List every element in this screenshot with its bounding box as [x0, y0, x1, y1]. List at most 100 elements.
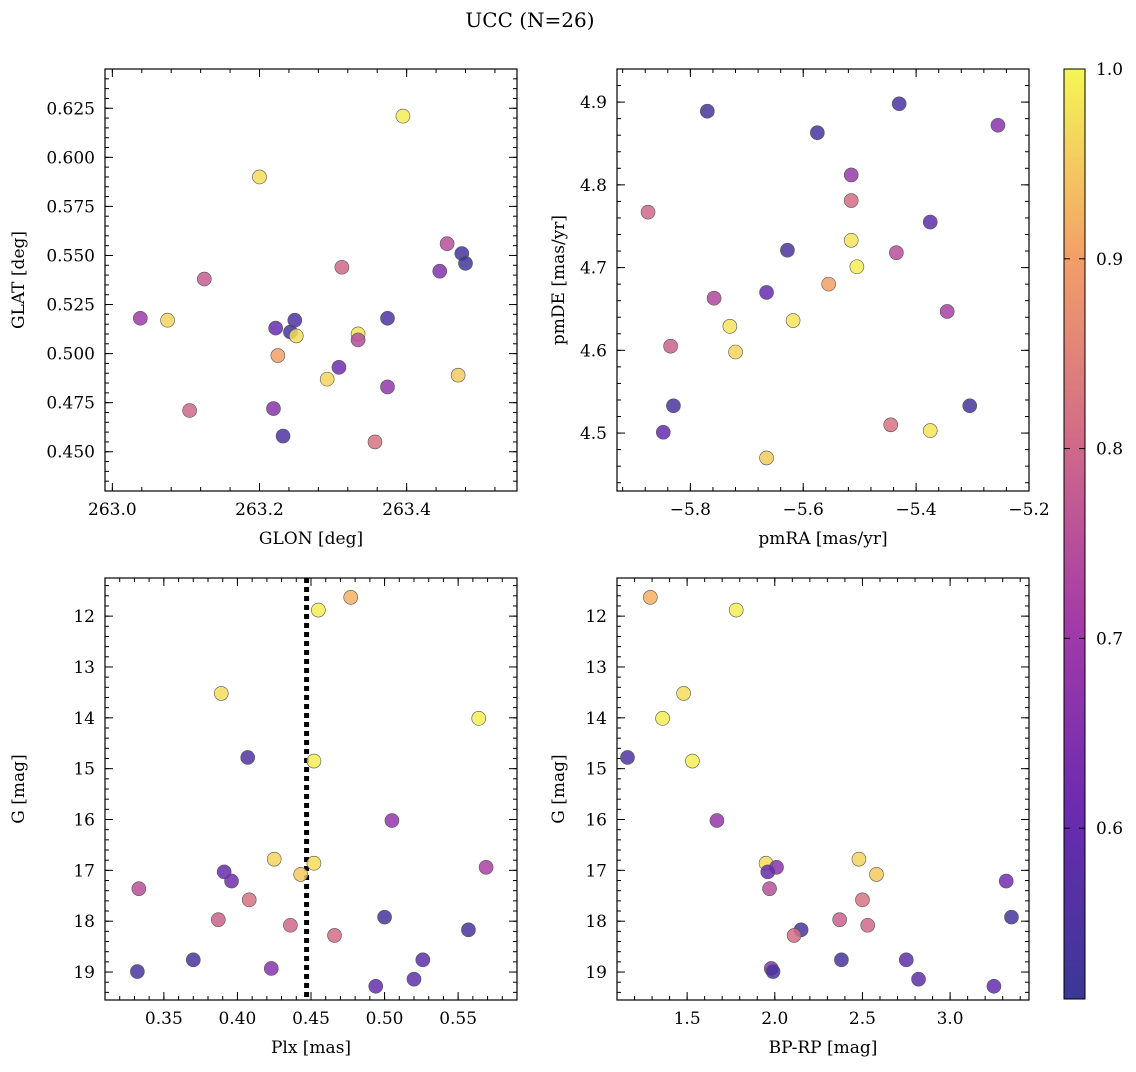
- axes-frame: [616, 577, 1030, 1001]
- data-point: [288, 328, 304, 344]
- data-point: [331, 360, 347, 375]
- axes-frame: [616, 68, 1030, 492]
- x-tick-label: −5.6: [783, 500, 824, 520]
- y-tick-label: 4.8: [580, 176, 607, 196]
- y-tick-label: 13: [585, 658, 607, 678]
- data-point: [266, 851, 282, 867]
- data-point: [458, 256, 473, 271]
- data-point: [676, 686, 691, 701]
- colorbar-tick-label: 0.6: [1096, 819, 1123, 839]
- data-point: [384, 813, 400, 828]
- figure-title: UCC (N=26): [465, 8, 594, 32]
- y-tick-label: 18: [585, 912, 607, 932]
- y-tick-label: 12: [73, 607, 95, 627]
- data-point: [185, 952, 201, 968]
- data-point: [1004, 909, 1019, 925]
- data-point: [891, 96, 907, 112]
- data-point: [213, 686, 229, 701]
- data-point: [395, 108, 411, 124]
- x-tick-label: 263.2: [235, 500, 284, 520]
- x-tick-label: −5.8: [670, 500, 711, 520]
- data-point: [130, 964, 145, 979]
- colorbar-tick-label: 0.7: [1096, 629, 1123, 649]
- y-tick-label: 16: [73, 811, 95, 831]
- y-tick-label: 0.625: [46, 99, 95, 119]
- data-point: [450, 367, 466, 383]
- axes-frame: [104, 577, 518, 1001]
- data-point: [759, 450, 774, 466]
- data-point: [471, 711, 487, 726]
- data-point: [655, 424, 671, 440]
- y-tick-label: 17: [585, 861, 607, 881]
- panel-1: 263.0 263.2 263.4 0.450 0.475 0.500 0.525 0.550…: [9, 68, 518, 549]
- data-point: [432, 263, 448, 279]
- data-point: [368, 978, 384, 994]
- data-point: [939, 304, 955, 319]
- data-point: [293, 867, 309, 882]
- data-point: [643, 590, 658, 605]
- y-axis-label: GLAT [deg]: [9, 231, 29, 329]
- data-point: [377, 909, 392, 925]
- y-tick-label: 4.5: [580, 424, 607, 444]
- y-tick-label: 19: [585, 963, 607, 983]
- data-point: [350, 332, 366, 348]
- data-point: [883, 417, 899, 433]
- data-point: [406, 971, 422, 987]
- data-point: [851, 851, 867, 867]
- data-point: [311, 602, 326, 618]
- y-tick-label: 0.450: [46, 443, 95, 463]
- y-tick-label: 19: [73, 963, 95, 983]
- data-point: [786, 928, 802, 943]
- y-tick-label: 0.575: [46, 197, 95, 217]
- y-tick-label: 14: [585, 709, 607, 729]
- x-tick-label: −5.2: [1008, 500, 1049, 520]
- colorbar-tick-label: 0.8: [1096, 440, 1123, 460]
- data-point: [986, 978, 1002, 994]
- data-point: [268, 320, 283, 336]
- x-axis-label: GLON [deg]: [259, 529, 363, 549]
- data-point: [241, 892, 257, 908]
- data-point: [706, 290, 722, 306]
- x-tick-label: 3.0: [937, 1009, 964, 1029]
- y-tick-label: 0.525: [46, 296, 95, 316]
- data-point: [478, 859, 494, 875]
- data-point: [810, 125, 825, 141]
- data-point: [224, 873, 239, 889]
- data-point: [990, 117, 1006, 133]
- y-axis-label: G [mag]: [549, 754, 569, 823]
- data-point: [620, 750, 635, 765]
- x-tick-label: 0.55: [439, 1009, 477, 1029]
- data-point: [998, 873, 1014, 889]
- data-point: [722, 319, 738, 334]
- data-point: [911, 971, 926, 987]
- y-axis-label: pmDE [mas/yr]: [549, 215, 569, 345]
- x-axis-label: BP-RP [mag]: [769, 1038, 878, 1058]
- data-point: [765, 964, 781, 979]
- data-point: [182, 403, 197, 418]
- data-point: [898, 952, 914, 968]
- x-tick-label: 263.0: [88, 500, 137, 520]
- x-tick-label: 263.4: [382, 500, 431, 520]
- data-point: [709, 813, 725, 828]
- data-point: [962, 398, 978, 414]
- panel-4: 1.5 2.0 2.5 3.0 12 13 14 15 16 17 18 19 BP-RP [mag] G…: [549, 577, 1030, 1058]
- data-point: [728, 602, 744, 618]
- y-tick-label: 12: [585, 607, 607, 627]
- y-tick-label: 4.7: [580, 259, 607, 279]
- data-point: [832, 912, 847, 927]
- data-point: [843, 232, 859, 248]
- data-point: [760, 864, 776, 880]
- data-point: [283, 917, 298, 933]
- data-point: [922, 423, 938, 438]
- x-tick-label: 0.35: [145, 1009, 183, 1029]
- y-tick-label: 4.9: [580, 93, 607, 113]
- y-tick-label: 13: [73, 658, 95, 678]
- data-point: [663, 338, 678, 354]
- data-point: [211, 912, 226, 927]
- data-point: [343, 590, 359, 605]
- panel-2: −5.8 −5.6 −5.4 −5.2 4.5 4.6 4.7 4.8 4.9 pmRA [mas…: [549, 68, 1050, 549]
- x-tick-label: 1.5: [674, 1009, 701, 1029]
- data-point: [263, 961, 279, 976]
- data-point: [270, 348, 286, 363]
